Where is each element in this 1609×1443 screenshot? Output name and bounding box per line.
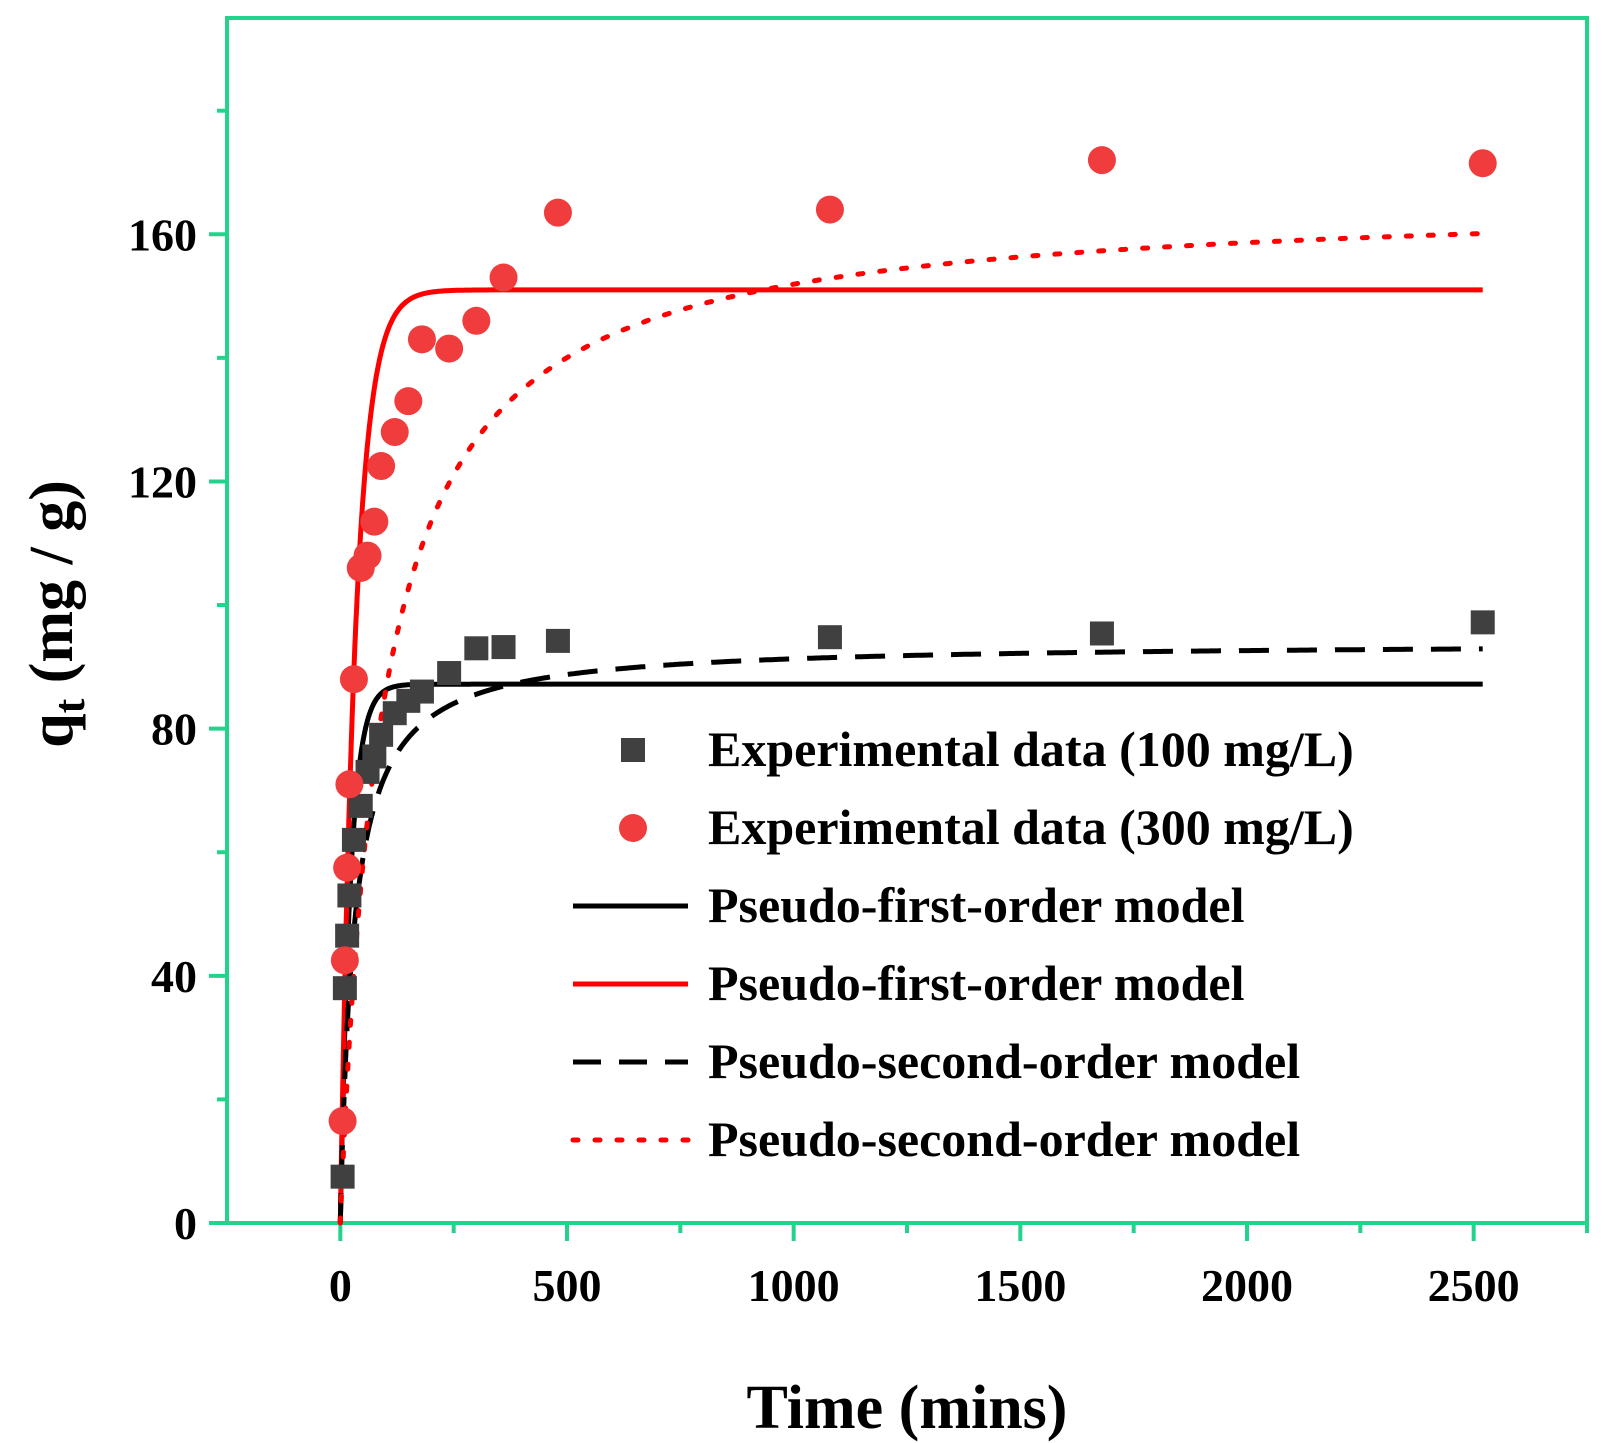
legend-label: Pseudo-second-order model xyxy=(708,1033,1300,1089)
legend-label: Experimental data (300 mg/L) xyxy=(708,799,1354,855)
x-tick-label: 1000 xyxy=(748,1260,840,1311)
data-point-circle xyxy=(339,665,368,694)
data-point-square xyxy=(335,923,360,948)
x-axis-title: Time (mins) xyxy=(747,1374,1068,1442)
y-axis-title-unit: (mg / g) xyxy=(18,480,86,699)
data-point-square xyxy=(437,661,462,686)
series-line-3 xyxy=(337,287,1483,1224)
y-axis-title-subscript: t xyxy=(45,698,94,713)
data-point-square xyxy=(337,883,362,908)
y-axis-ticks: 0 40 80 120 160 xyxy=(128,108,227,1249)
data-point-square xyxy=(817,625,842,650)
data-point-square xyxy=(1470,610,1495,635)
x-axis-ticks: 0 500 1000 1500 2000 2500 xyxy=(329,1223,1589,1311)
legend-symbol-square xyxy=(621,738,645,762)
data-point-square xyxy=(348,793,373,818)
data-point-circle xyxy=(330,946,359,975)
data-point-circle xyxy=(367,452,396,481)
data-point-circle xyxy=(815,195,844,224)
legend-symbol-circle xyxy=(619,814,647,842)
data-point-square xyxy=(341,827,366,852)
data-point-square xyxy=(1089,621,1114,646)
data-point-circle xyxy=(1087,146,1116,175)
data-point-circle xyxy=(543,198,572,227)
series-line-2 xyxy=(337,681,1483,1224)
legend-label: Experimental data (100 mg/L) xyxy=(708,721,1354,777)
data-point-square xyxy=(491,635,516,660)
data-point-circle xyxy=(435,334,464,363)
y-axis-title-main: q xyxy=(18,713,86,747)
legend-label: Pseudo-first-order model xyxy=(708,877,1245,933)
series-line-5 xyxy=(337,231,1486,1226)
data-point-circle xyxy=(462,306,491,335)
legend: Experimental data (100 mg/L) Experimental… xyxy=(570,721,1354,1167)
legend-label: Pseudo-first-order model xyxy=(708,955,1245,1011)
data-point-circle xyxy=(360,507,389,536)
data-point-square xyxy=(369,722,394,747)
data-point-circle xyxy=(394,387,423,416)
y-tick-label: 80 xyxy=(151,704,197,755)
data-point-square xyxy=(332,976,357,1001)
data-point-square xyxy=(362,744,387,769)
y-tick-label: 160 xyxy=(128,209,197,260)
x-tick-label: 2000 xyxy=(1201,1260,1293,1311)
data-point-circle xyxy=(353,541,382,570)
data-point-circle xyxy=(335,770,364,799)
data-point-square xyxy=(409,679,434,704)
data-point-square xyxy=(464,636,489,661)
data-point-square xyxy=(330,1164,355,1189)
data-point-circle xyxy=(333,853,362,882)
x-tick-label: 500 xyxy=(533,1260,602,1311)
series-layer xyxy=(328,146,1497,1226)
data-point-circle xyxy=(1468,149,1497,178)
data-point-circle xyxy=(328,1107,357,1136)
x-tick-label: 2500 xyxy=(1428,1260,1520,1311)
y-axis-title: qt (mg / g) xyxy=(18,480,94,748)
data-point-square xyxy=(545,628,570,653)
data-point-circle xyxy=(407,325,436,354)
y-tick-label: 120 xyxy=(128,456,197,507)
x-tick-label: 1500 xyxy=(974,1260,1066,1311)
legend-label: Pseudo-second-order model xyxy=(708,1111,1300,1167)
y-tick-label: 40 xyxy=(151,951,197,1002)
series-line-4 xyxy=(337,646,1483,1224)
data-point-circle xyxy=(489,263,518,292)
x-tick-label: 0 xyxy=(329,1260,352,1311)
y-tick-label: 0 xyxy=(174,1198,197,1249)
data-point-circle xyxy=(380,418,409,447)
